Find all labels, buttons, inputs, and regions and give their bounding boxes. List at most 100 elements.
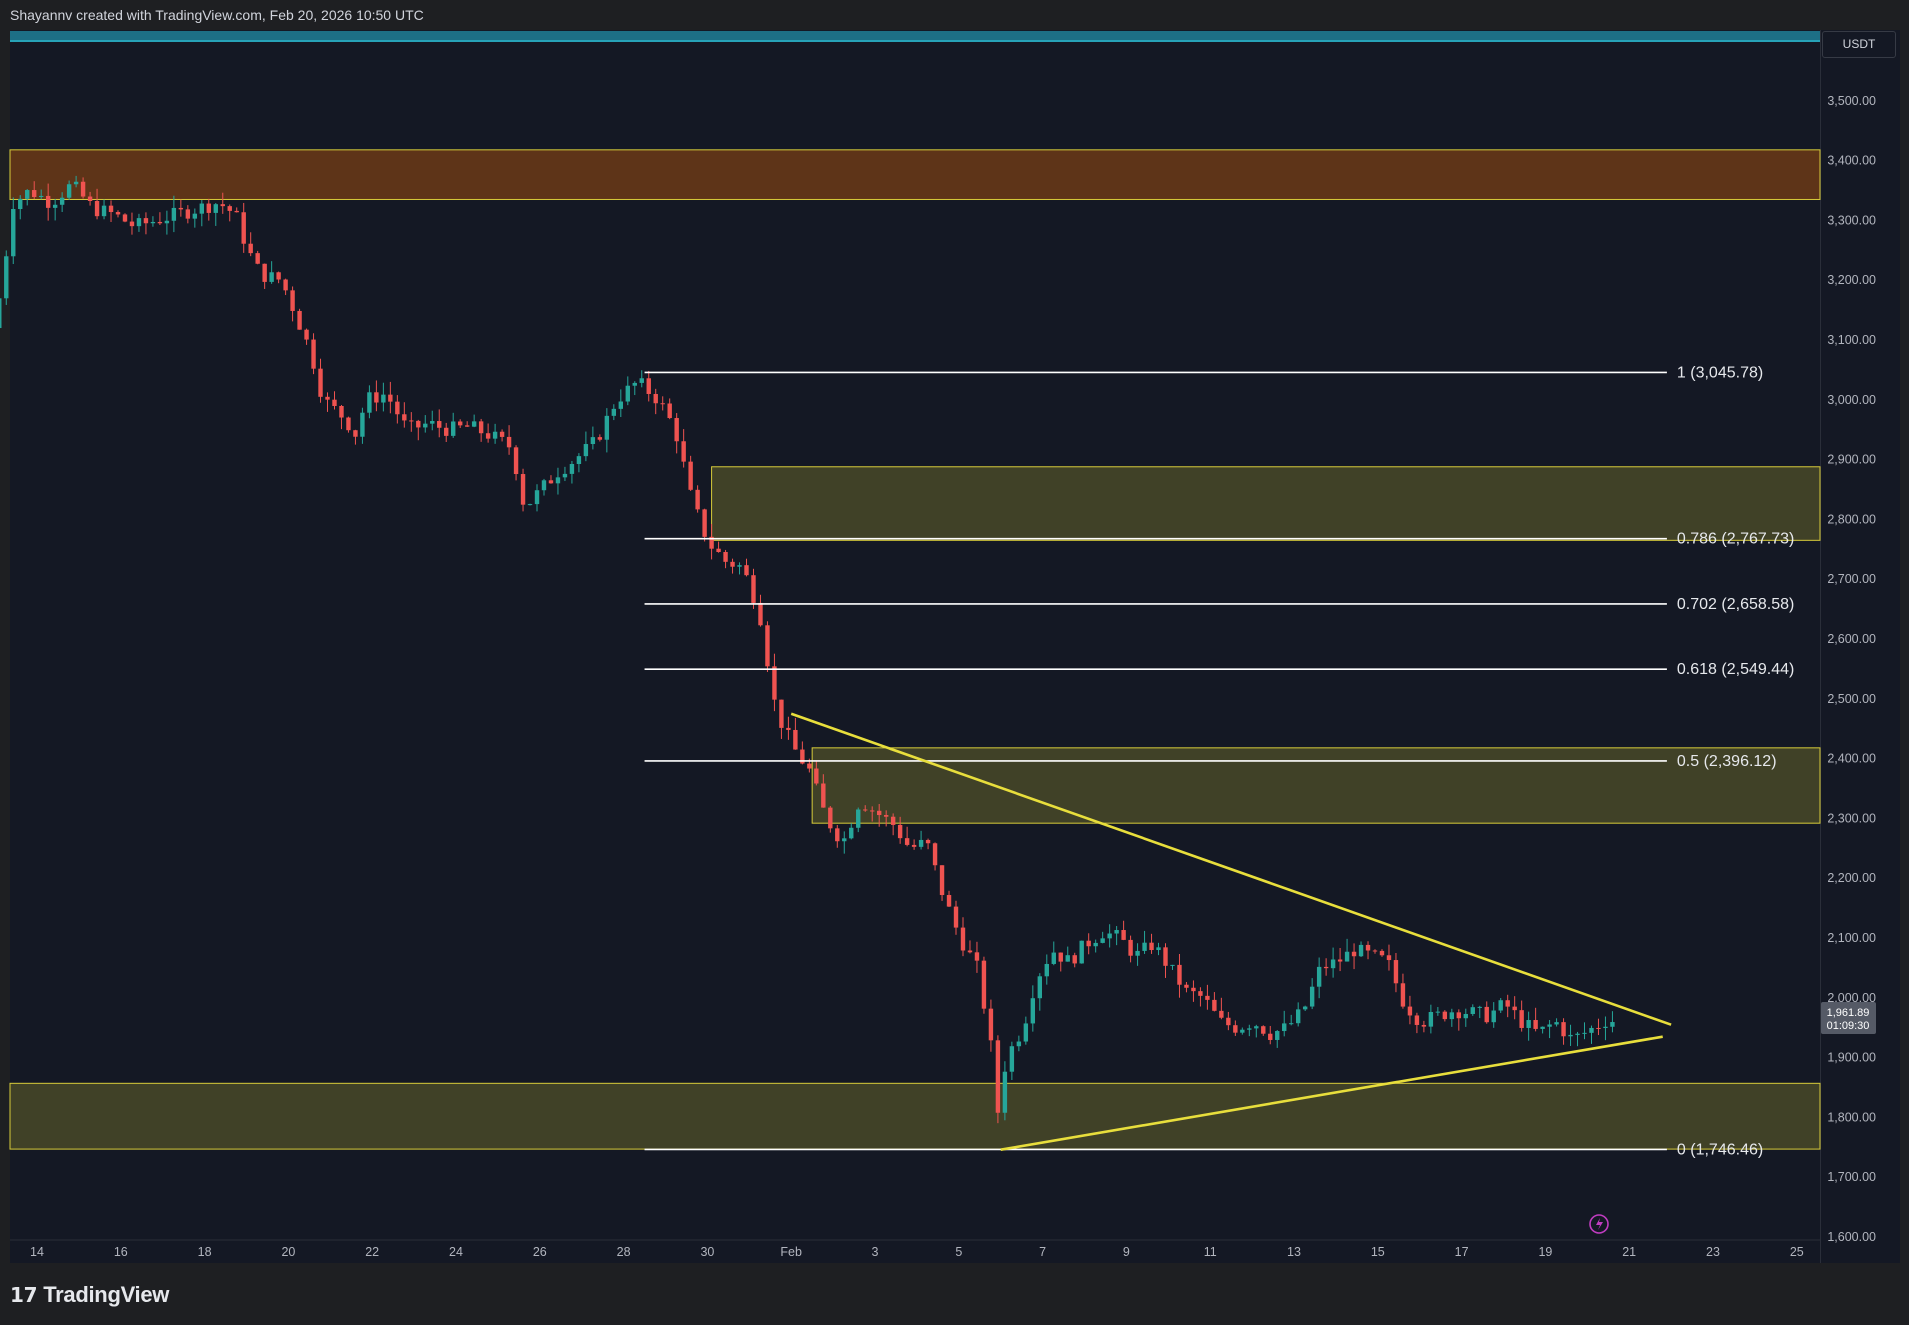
candle-body [1456,1012,1462,1019]
x-tick-label: 16 [114,1245,128,1259]
candle-body [1170,964,1175,966]
candle-body [1596,1027,1601,1029]
candle [1058,952,1063,972]
candle-body [1191,987,1196,992]
candle [520,468,526,512]
x-tick-label: 28 [617,1245,631,1259]
candle-body [939,865,945,896]
candle-body [332,399,337,406]
candle [464,421,470,427]
candle [437,409,442,438]
candle-body [437,421,442,428]
candle-body [1323,966,1329,969]
candle-body [1142,942,1147,951]
candle-body [206,203,211,213]
candle [548,475,554,484]
candle [171,195,177,233]
zones-layer [9,149,1821,1150]
candle [80,177,86,199]
candle-body [1100,938,1105,943]
candle [241,202,246,253]
candle [897,816,903,844]
candle [541,478,547,496]
candle-body [241,212,246,244]
candle-body [1435,1011,1441,1013]
candle-body [248,243,253,254]
replay-icon[interactable] [1589,1214,1609,1234]
candle-body [122,214,128,222]
currency-badge[interactable]: USDT [1822,31,1896,58]
candle-body [25,190,30,199]
candle [618,389,624,418]
candle-body [311,339,316,369]
candle-body [388,394,393,402]
candle-body [1477,1006,1482,1008]
candle [1191,980,1196,1002]
candle-body [1330,959,1336,969]
candle [353,429,358,445]
trend-layer [790,712,1672,1151]
attribution-text: Shayannv created with TradingView.com, F… [10,7,424,23]
candle [1372,949,1378,954]
candle-body [283,279,288,291]
candle-body [1086,940,1091,947]
candle [220,192,225,214]
candle-body [618,401,624,409]
top-strip [10,31,1820,42]
candle-body [1009,1046,1015,1072]
candle [255,250,260,265]
candle [423,415,428,433]
candle-body [1058,952,1063,962]
x-tick-label: 5 [955,1245,962,1259]
candle-body [534,490,540,505]
candle-body [1107,933,1112,939]
candle-body [744,565,749,576]
candle-body [192,213,198,219]
candle [395,395,400,424]
candle [1421,1020,1427,1033]
candle-body [883,815,889,817]
candle-body [1072,955,1077,964]
candle-body [1128,939,1133,956]
candle-body [1498,1000,1503,1011]
price-scale[interactable] [1820,30,1900,1263]
tradingview-logo[interactable]: 𝟭𝟳 TradingView [10,1282,169,1308]
candle-body [786,727,791,730]
candle [1295,1002,1301,1027]
fib-label: 0.702 (2,658.58) [1677,596,1794,613]
candle-body [1526,1020,1531,1028]
candle [1323,958,1329,976]
candle [227,204,232,222]
candle-body [1044,963,1049,977]
y-tick-label: 3,200.00 [1827,273,1876,287]
candle [11,197,16,265]
candle [45,183,51,221]
candle-body [814,768,819,784]
candle-body [1442,1011,1448,1020]
x-tick-label: 7 [1039,1245,1046,1259]
candle [66,180,72,200]
candle-body [842,838,847,842]
candle-body [932,843,938,866]
candle-body [688,461,693,490]
candle-body [1065,955,1070,962]
candle [1533,1007,1538,1032]
zone-demand-lower [9,1082,1821,1150]
candle-body [262,263,267,282]
candle-body [430,421,435,424]
plot-area[interactable] [10,30,1820,1263]
candle [688,455,693,491]
candle-body [1023,1023,1029,1042]
candle [1302,1005,1308,1012]
candle-body [695,489,700,510]
candle-body [1149,942,1154,951]
candle-body [353,430,358,437]
candle-body [1093,942,1098,947]
candle [388,381,393,414]
candle [849,823,854,840]
candle-body [1184,984,1189,988]
candle [234,207,239,213]
candle-body [423,423,428,428]
candle [1079,940,1084,964]
candle [730,558,735,574]
